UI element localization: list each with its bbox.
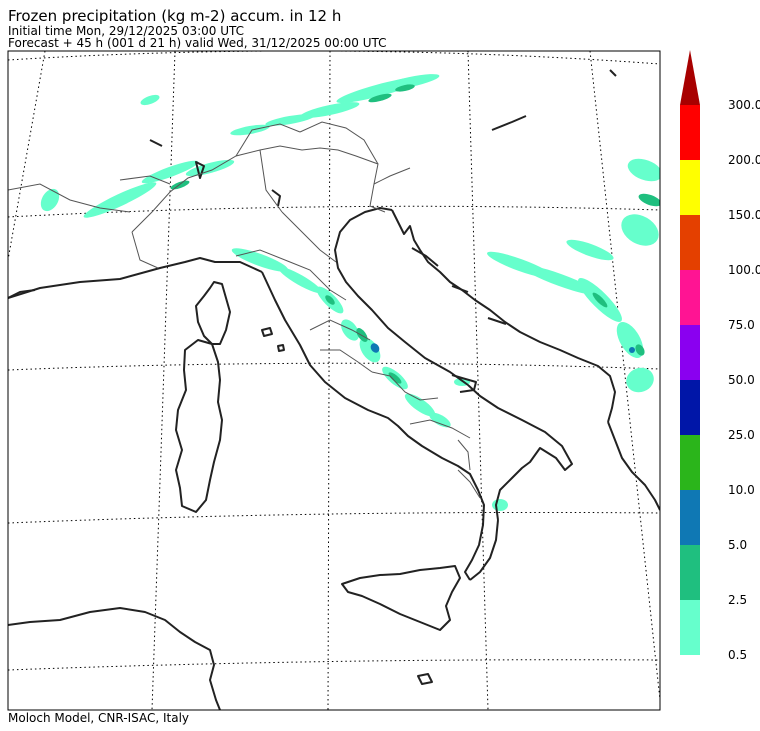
- map-frame: [7, 50, 661, 711]
- precip-areas: [40, 74, 660, 511]
- legend-label: 200.0: [728, 153, 760, 167]
- initial-time-label: Initial time Mon, 29/12/2025 03:00 UTC: [8, 24, 245, 38]
- legend-label: 25.0: [728, 428, 755, 442]
- borders: [8, 121, 481, 499]
- legend-label: 300.0: [728, 98, 760, 112]
- legend-swatch: [680, 325, 700, 380]
- legend-label: 10.0: [728, 483, 755, 497]
- model-credit: Moloch Model, CNR-ISAC, Italy: [8, 711, 190, 725]
- legend-label: 5.0: [728, 538, 747, 552]
- forecast-valid-label: Forecast + 45 h (001 d 21 h) valid Wed, …: [8, 36, 387, 50]
- graticule: [8, 51, 660, 710]
- legend-label: 75.0: [728, 318, 755, 332]
- legend-swatch: [680, 215, 700, 270]
- map-title: Frozen precipitation (kg m-2) accum. in …: [8, 7, 342, 25]
- legend-swatch: [680, 490, 700, 545]
- legend-swatch: [680, 105, 700, 160]
- legend-label: 0.5: [728, 648, 747, 662]
- legend-swatch: [680, 545, 700, 600]
- legend-arrow: [680, 50, 700, 105]
- legend-swatch: [680, 600, 700, 655]
- legend-swatch: [680, 435, 700, 490]
- coastlines: [8, 69, 660, 710]
- legend-label: 100.0: [728, 263, 760, 277]
- legend-label: 50.0: [728, 373, 755, 387]
- legend-label: 150.0: [728, 208, 760, 222]
- legend-swatch: [680, 380, 700, 435]
- legend-swatch: [680, 160, 700, 215]
- legend-swatch: [680, 270, 700, 325]
- legend-label: 2.5: [728, 593, 747, 607]
